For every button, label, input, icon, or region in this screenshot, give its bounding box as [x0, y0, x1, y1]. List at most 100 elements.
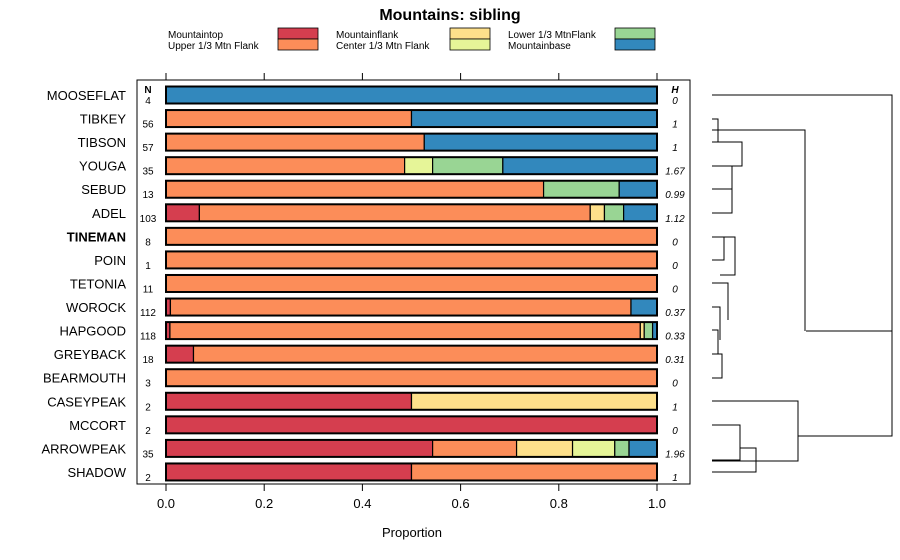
row-label: TETONIA [70, 276, 126, 291]
bar-outline [165, 321, 658, 341]
bar-segment [165, 345, 195, 364]
bar-outline [165, 297, 658, 317]
row-label: ARROWPEAK [41, 441, 126, 456]
row-label: HAPGOOD [60, 324, 126, 339]
x-tick-label: 0.6 [452, 496, 470, 511]
row-h-value: 1.96 [665, 449, 685, 460]
bar-segment [165, 180, 545, 199]
bar-segment [410, 462, 658, 482]
row-n-value: 8 [145, 237, 151, 248]
row-n-value: 2 [145, 473, 151, 484]
dendrogram-branch [720, 236, 736, 276]
row-n-value: 11 [143, 284, 154, 295]
row-h-value: 0 [672, 96, 678, 107]
row-h-value: 1 [672, 402, 678, 413]
bar-segment [165, 109, 413, 128]
row-n-value: 2 [145, 426, 151, 437]
row-label: MOOSEFLAT [47, 88, 126, 103]
bar-outline [165, 250, 658, 270]
bar-segment [623, 203, 658, 222]
bar-segment [169, 297, 632, 317]
plot-frame [136, 79, 691, 485]
row-label: TIBKEY [80, 112, 127, 127]
h-column-header: H [671, 85, 679, 96]
row-n-value: 57 [142, 143, 154, 154]
legend-label: Upper 1/3 Mtn Flank [168, 41, 260, 52]
bar-outline [165, 391, 658, 411]
row-label: TIBSON [78, 135, 126, 150]
dendrogram-branch [712, 189, 733, 214]
row-label: TINEMAN [67, 229, 126, 244]
dendrogram-branch [712, 141, 743, 167]
x-axis-label: Proportion [382, 525, 442, 540]
legend-label: Lower 1/3 MtnFlank [508, 30, 597, 41]
dendrogram-branch [712, 353, 723, 379]
row-label: MCCORT [69, 418, 126, 433]
bar-segment [165, 392, 413, 411]
bar-segment [618, 180, 658, 199]
bar-outline [165, 415, 658, 435]
row-n-value: 2 [145, 402, 151, 413]
bar-segment [165, 133, 425, 152]
bar-segment [404, 156, 434, 175]
dendrogram [712, 94, 893, 473]
row-h-value: 0.37 [665, 308, 685, 319]
row-n-value: 3 [145, 379, 151, 390]
bar-segment [169, 321, 641, 340]
row-n-value: 13 [142, 190, 154, 201]
dendrogram-branch [712, 129, 806, 331]
legend-swatch [614, 38, 656, 51]
legend-swatch [277, 38, 319, 51]
row-label: SHADOW [68, 465, 127, 480]
bar-segment [502, 156, 658, 175]
row-n-value: 18 [142, 355, 154, 366]
dendrogram-branch [712, 400, 799, 462]
x-tick-label: 0.2 [255, 496, 273, 511]
legend-label: Center 1/3 Mtn Flank [336, 41, 430, 52]
bar-segment [165, 415, 658, 434]
dendrogram-branch [712, 282, 729, 320]
row-h-value: 0 [672, 261, 678, 272]
legend-label: Mountaintop [168, 30, 223, 41]
row-label: CASEYPEAK [47, 394, 126, 409]
bar-segment [630, 297, 658, 317]
row-h-value: 0.33 [665, 332, 685, 343]
bar-segment [165, 250, 658, 270]
bar-outline [165, 203, 658, 223]
row-label: BEARMOUTH [43, 371, 126, 386]
bar-segment [515, 439, 574, 458]
row-h-value: 1 [672, 143, 678, 154]
bar-segment [603, 203, 625, 222]
bar-segment [410, 392, 658, 411]
bar-segment [432, 156, 504, 175]
dendrogram-branch [712, 165, 742, 190]
bar-outline [165, 156, 658, 176]
row-label: WOROCK [66, 300, 126, 315]
chart-rows: MOOSEFLAT 4 0 TIBKEY 56 1 TIBSON 57 1 YOUGA 35 1.67… [41, 85, 685, 484]
bar-outline [165, 344, 658, 364]
bar-segment [614, 439, 630, 458]
legend-swatch [449, 38, 491, 51]
bar-segment [542, 180, 620, 199]
bar-segment [410, 109, 658, 128]
row-n-value: 56 [142, 120, 154, 131]
row-label: GREYBACK [54, 347, 127, 362]
row-h-value: 1.67 [665, 167, 685, 178]
row-n-value: 118 [140, 332, 156, 343]
row-h-value: 0.31 [665, 355, 684, 366]
n-column-header: N [144, 85, 151, 96]
x-tick-label: 0.8 [550, 496, 568, 511]
bar-outline [165, 438, 658, 458]
bar-segment [192, 345, 658, 364]
row-h-value: 0 [672, 426, 678, 437]
bar-outline [165, 109, 658, 129]
dendrogram-branch [712, 118, 719, 130]
row-n-value: 35 [142, 167, 154, 178]
bar-outline [165, 132, 658, 152]
bar-segment [165, 274, 658, 293]
row-h-value: 1 [672, 120, 678, 131]
bar-outline [165, 85, 658, 105]
row-n-value: 103 [140, 214, 157, 225]
row-h-value: 0 [672, 237, 678, 248]
